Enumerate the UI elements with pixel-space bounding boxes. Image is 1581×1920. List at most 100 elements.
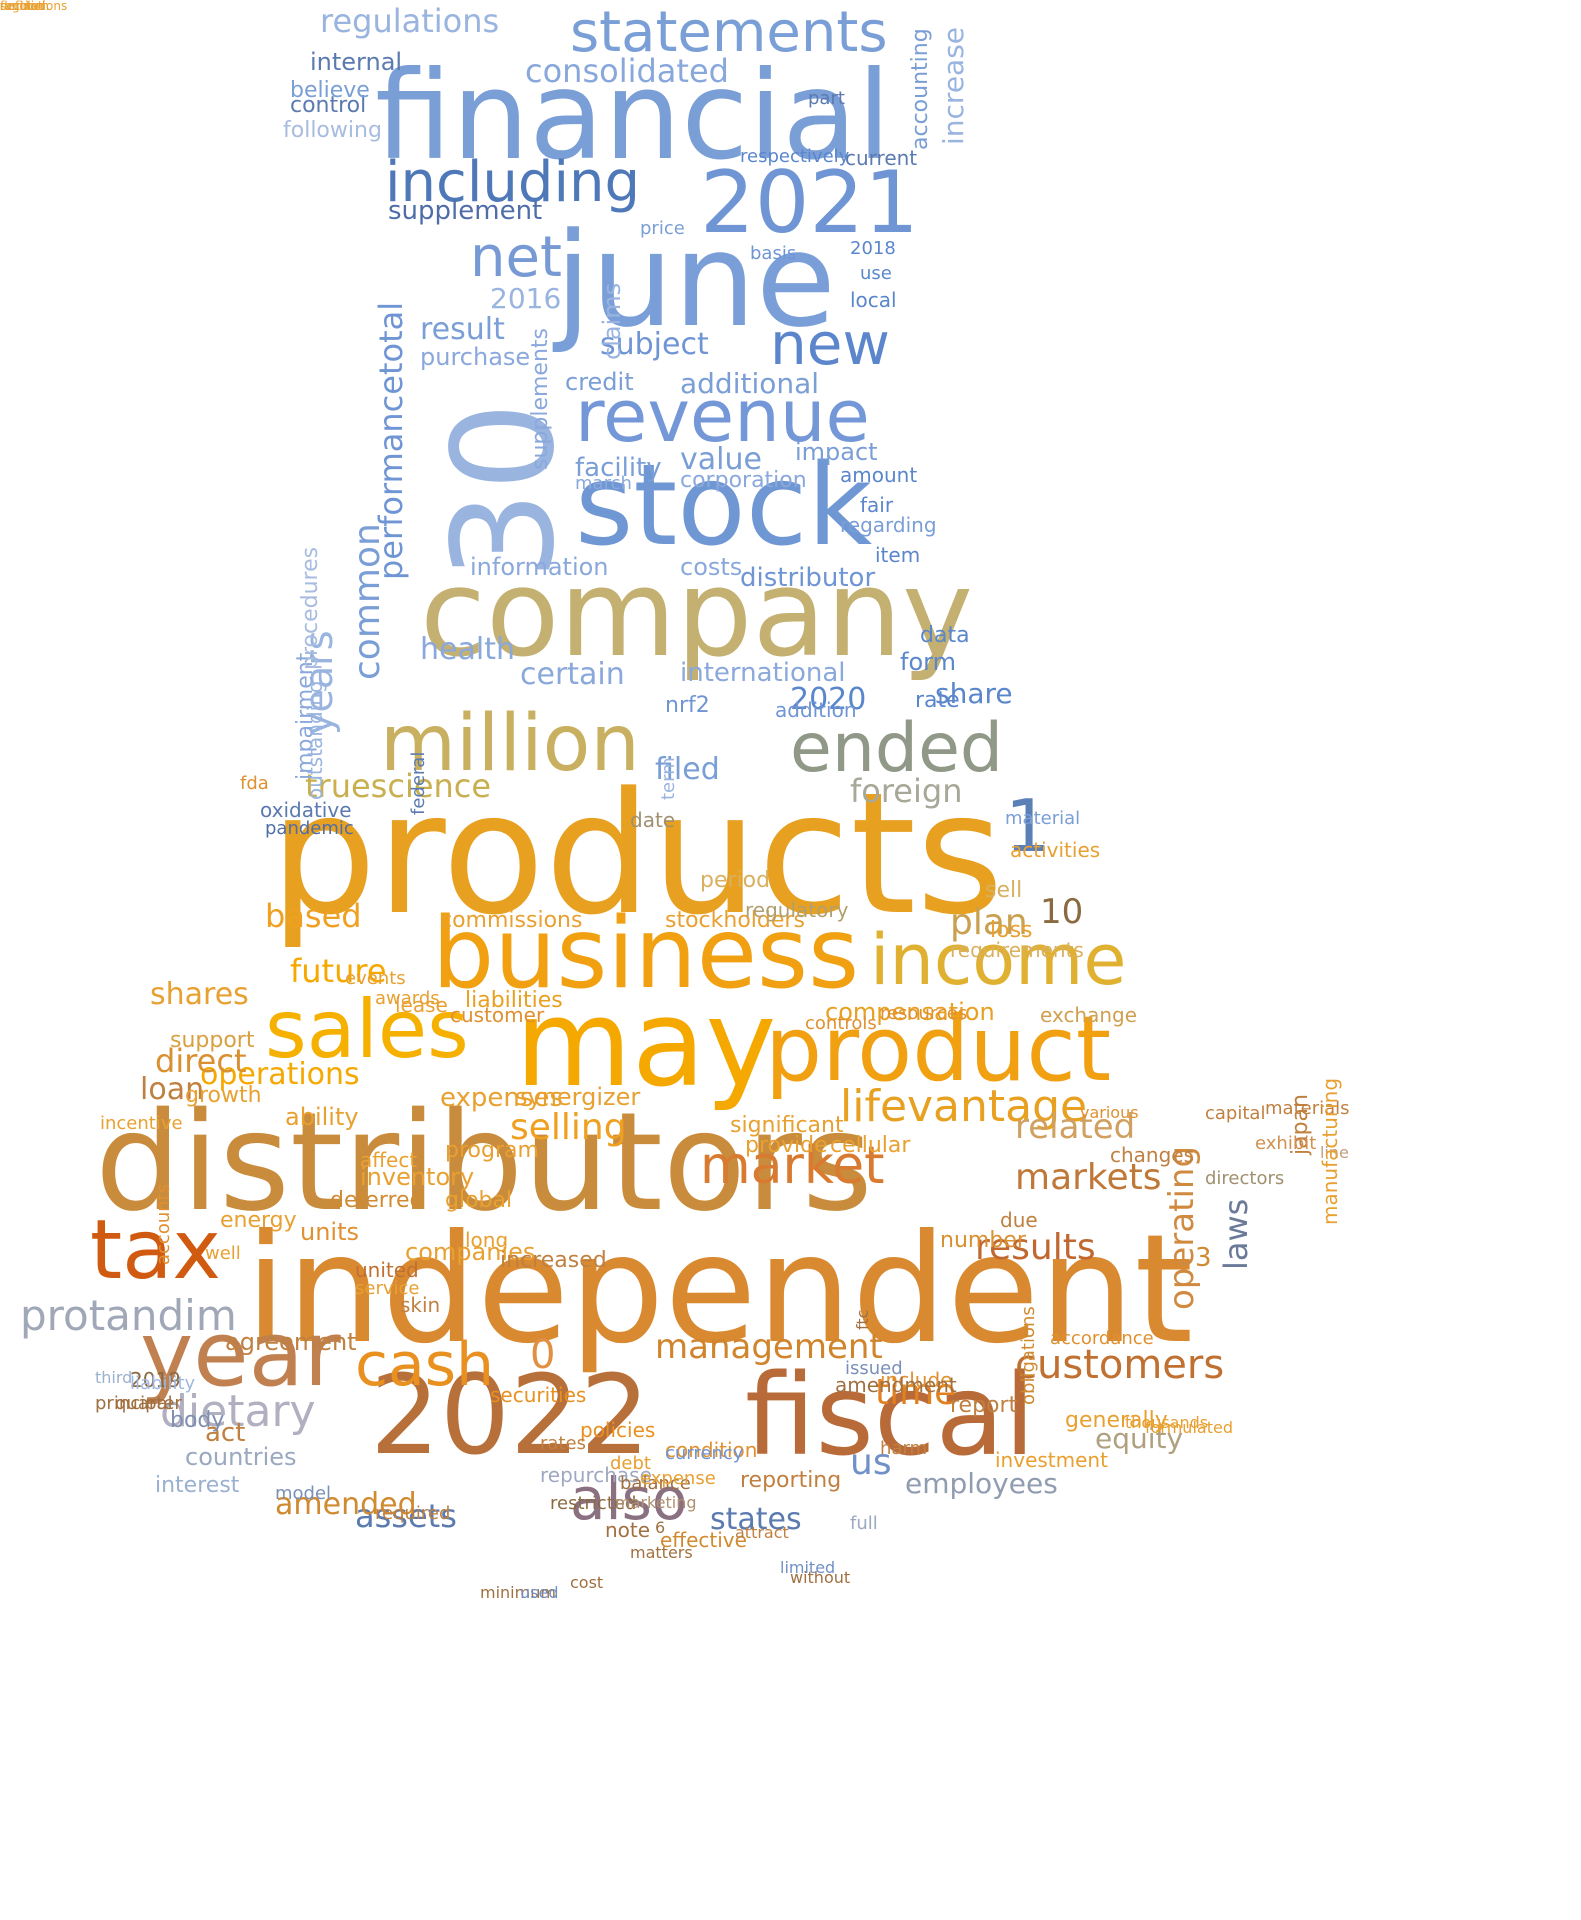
cloud-word: 2016 [490,282,562,315]
cloud-word: nrf2 [665,693,710,718]
cloud-word: activities [1010,838,1101,862]
cloud-word: accounting [908,28,933,150]
cloud-word: pandemic [265,818,354,839]
cloud-word: global [445,1188,513,1213]
cloud-word: restricted [550,1493,637,1514]
cloud-word: exchange [1040,1003,1138,1027]
cloud-word: service [355,1278,420,1299]
cloud-word: act [205,1418,246,1448]
cloud-word: net [470,225,562,290]
cloud-word: truescience [305,767,492,805]
cloud-word: affect [360,1148,418,1172]
cloud-word: june [555,204,836,356]
cloud-word: regulations [320,2,500,40]
cloud-word: report [950,1393,1018,1418]
cloud-word: us [850,1442,892,1483]
cloud-word: fair [860,493,894,517]
cloud-word: support [170,1028,255,1053]
cloud-word: performance [372,375,410,580]
cloud-word: accordance [1050,1328,1154,1349]
cloud-word: 2022 [370,1351,650,1479]
cloud-word: significant [730,1113,844,1138]
cloud-word: shares [150,977,249,1012]
cloud-word: employees [905,1467,1058,1500]
cloud-word: 0 [530,1332,556,1378]
cloud-word: 2019 [130,1368,181,1392]
cloud-word: matters [630,1543,693,1562]
cloud-word: lease [395,993,448,1017]
cloud-word: long [465,1228,509,1252]
cloud-word: believe [290,78,370,103]
cloud-word: subject [600,327,709,362]
cloud-word: defined [0,0,46,13]
cloud-word: march [575,473,632,494]
cloud-word: rates [540,1433,586,1454]
cloud-word: regarding [840,513,937,537]
cloud-word: respectively [740,146,850,167]
cloud-word: tax [90,1203,221,1298]
cloud-word: 3 [1195,1243,1212,1273]
cloud-word: financial [375,45,891,187]
cloud-word: company [420,545,974,684]
cloud-word: section [0,0,44,13]
cloud-word: compensation [825,998,995,1026]
cloud-word: thousands [1125,1413,1209,1432]
cloud-word: capital [1205,1103,1266,1124]
cloud-word: agreement [225,1328,357,1356]
cloud-word: credit [565,368,634,396]
cloud-word: directors [1205,1168,1285,1189]
cloud-word: million [380,699,640,789]
cloud-word: fda [240,773,269,794]
cloud-word: full [850,1513,878,1534]
cloud-word: changes [1110,1143,1195,1167]
cloud-word: accounts [153,1183,174,1265]
cloud-word: units [300,1218,360,1246]
cloud-word: states [710,1502,802,1537]
cloud-word: results [975,1227,1096,1268]
cloud-word: date [630,808,676,832]
cloud-word: model [275,1483,332,1504]
cloud-word: based [265,897,362,935]
cloud-word: internal [310,48,403,76]
cloud-word: result [420,312,505,347]
cloud-word: also [570,1465,688,1533]
cloud-word: item [875,543,921,567]
cloud-word: protandim [20,1291,237,1340]
cloud-word: business [432,897,860,1011]
cloud-word: selling [510,1107,627,1148]
cloud-word: expense [640,1468,716,1489]
cloud-word: body [170,1408,225,1433]
cloud-word: cash [355,1330,495,1400]
cloud-word: investment [995,1448,1108,1472]
cloud-word: period [700,868,771,893]
cloud-word: information [470,553,609,581]
cloud-word: growth [185,1083,262,1108]
cloud-word: liability [130,1373,196,1394]
cloud-word: minimum [480,1583,556,1602]
cloud-word: awards [375,988,440,1009]
cloud-word: form [900,648,956,676]
cloud-word: program [445,1138,539,1163]
cloud-word: loss [990,918,1033,943]
cloud-word: skin [400,1293,441,1317]
cloud-word: plan [950,902,1028,943]
cloud-word: provide [745,1133,828,1158]
cloud-word: reporting [740,1468,842,1493]
cloud-word: claims [598,282,626,360]
cloud-word: securities [490,1383,587,1407]
cloud-word: direct [155,1042,247,1080]
cloud-word: debt [610,1453,651,1474]
cloud-word: 10 [1040,892,1084,932]
cloud-word: statements [570,0,888,65]
cloud-word: companies [405,1238,536,1266]
cloud-word: impact [795,438,878,466]
cloud-word: lifevantage [840,1081,1088,1132]
cloud-word: federal [408,751,429,815]
cloud-word: sales [265,983,469,1076]
cloud-word: control [290,93,367,118]
cloud-word: stock [575,441,873,571]
cloud-word: including [385,150,641,215]
cloud-word: cost [570,1573,604,1592]
cloud-word: commissions [440,908,583,933]
cloud-word: outstanding [303,680,327,800]
